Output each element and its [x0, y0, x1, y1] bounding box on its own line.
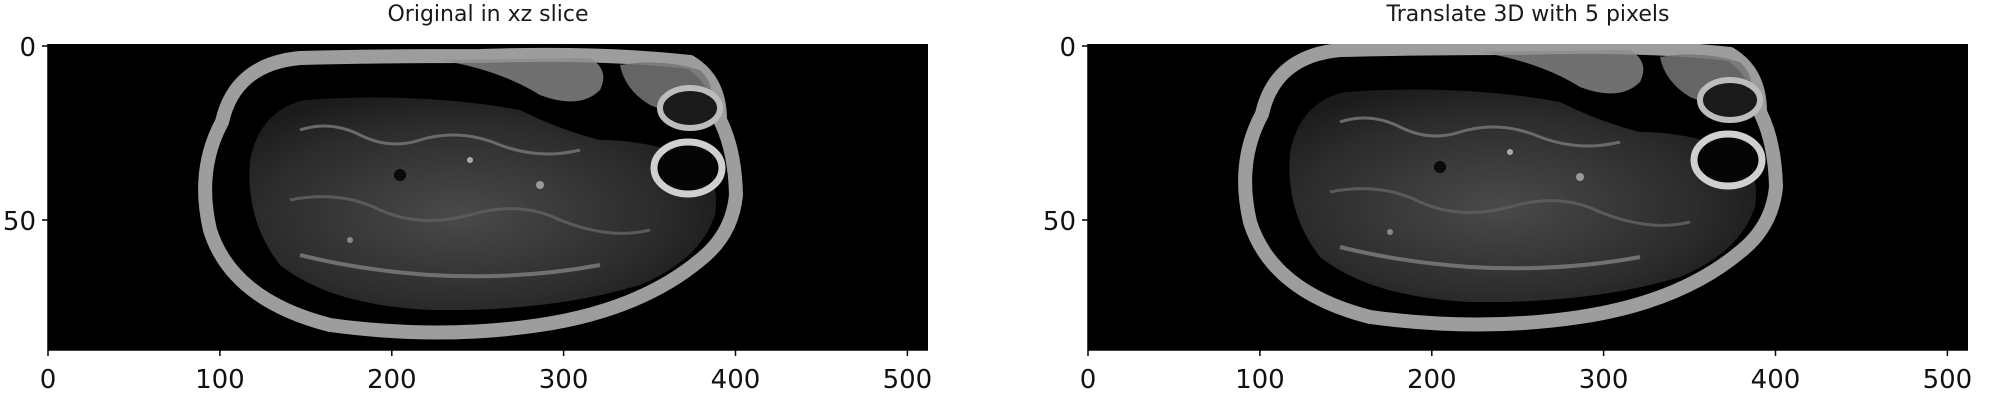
x-tick-label: 100: [1235, 365, 1285, 395]
y-tick-label: 50: [3, 207, 36, 237]
x-tick-label: 300: [539, 365, 589, 395]
x-tick-label: 200: [1407, 365, 1457, 395]
y-tick-label: 0: [1059, 33, 1076, 63]
mri-slice-original: [198, 47, 744, 340]
x-tick-label: 0: [1080, 365, 1097, 395]
x-tick-label: 200: [367, 365, 417, 395]
x-axis-translated: 0 100 200 300 400 500: [1080, 350, 1972, 395]
panel-title: Translate 3D with 5 pixels: [1386, 2, 1670, 27]
panel-translated: 0 100 200 300 400 500 0 50 Translate 3D …: [1040, 0, 2000, 420]
mri-slice-translated: [1238, 44, 1784, 332]
y-axis-original: 0 50: [3, 33, 48, 237]
y-tick-label: 50: [1043, 207, 1076, 237]
x-axis-original: 0 100 200 300 400 500: [40, 350, 932, 395]
panel-title: Original in xz slice: [387, 2, 589, 27]
y-axis-translated: 0 50: [1043, 33, 1088, 237]
x-tick-label: 0: [40, 365, 57, 395]
x-tick-label: 500: [1923, 365, 1973, 395]
y-tick-label: 0: [19, 33, 36, 63]
x-tick-label: 400: [1751, 365, 1801, 395]
x-tick-label: 400: [711, 365, 761, 395]
panel-original: 0 100 200 300 400 500 0 50 Original in x…: [0, 0, 960, 420]
panel-plot-translated: 0 100 200 300 400 500 0 50: [1043, 33, 1972, 395]
panel-plot-original: 0 100 200 300 400 500 0 50: [3, 33, 932, 395]
x-tick-label: 300: [1579, 365, 1629, 395]
x-tick-label: 100: [195, 365, 245, 395]
x-tick-label: 500: [883, 365, 933, 395]
